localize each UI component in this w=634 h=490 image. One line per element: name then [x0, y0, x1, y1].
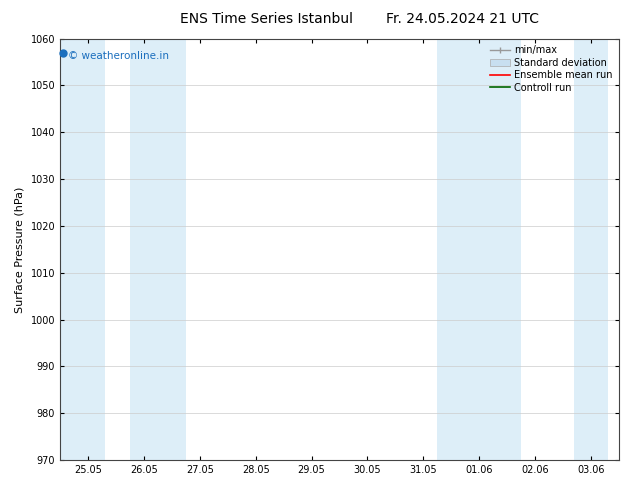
Text: Fr. 24.05.2024 21 UTC: Fr. 24.05.2024 21 UTC	[386, 12, 540, 26]
Text: © weatheronline.in: © weatheronline.in	[68, 51, 169, 61]
Bar	[574, 39, 608, 460]
Legend: min/max, Standard deviation, Ensemble mean run, Controll run: min/max, Standard deviation, Ensemble me…	[488, 44, 614, 95]
Y-axis label: Surface Pressure (hPa): Surface Pressure (hPa)	[15, 186, 25, 313]
Bar	[60, 39, 105, 460]
Bar	[130, 39, 186, 460]
Bar	[619, 39, 634, 460]
Bar	[437, 39, 521, 460]
Text: ENS Time Series Istanbul: ENS Time Series Istanbul	[180, 12, 353, 26]
